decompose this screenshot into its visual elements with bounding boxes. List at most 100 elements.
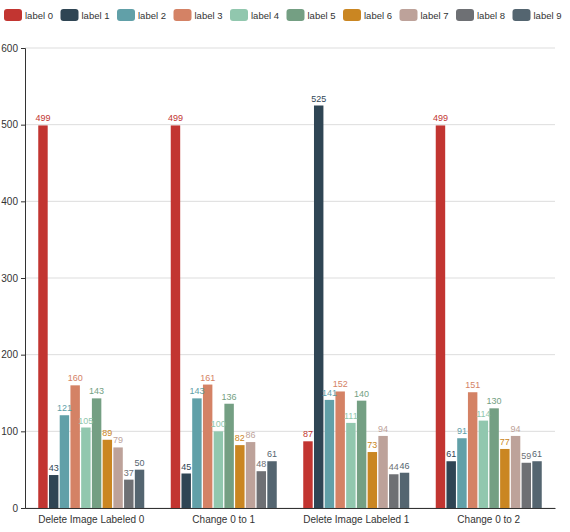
y-tick: 100 [1, 426, 25, 437]
data-label: 37 [124, 468, 134, 478]
y-tick-mark [21, 125, 25, 126]
bar [81, 428, 90, 509]
legend-swatch [117, 9, 135, 21]
bar [479, 421, 488, 508]
x-tick-label: Change 0 to 1 [192, 514, 255, 525]
data-label: 100 [211, 419, 226, 429]
x-tick: Delete Image Labeled 1 [303, 508, 410, 525]
legend-item: label 4 [230, 9, 279, 21]
data-label: 77 [500, 437, 510, 447]
y-tick-label: 600 [1, 43, 18, 54]
bar [103, 440, 112, 508]
y-axis-line [21, 49, 26, 509]
data-label: 79 [113, 435, 123, 445]
data-label: 61 [446, 449, 456, 459]
data-labels: 4994998749943455256112114314191160161152… [35, 94, 542, 478]
data-label: 152 [333, 379, 348, 389]
x-tick-label: Delete Image Labeled 1 [303, 514, 410, 525]
bar [171, 125, 180, 508]
bar [335, 391, 344, 508]
bar [500, 449, 509, 508]
y-tick-mark [21, 431, 25, 432]
legend-label: label 2 [138, 10, 166, 21]
legend-item: label 9 [513, 9, 562, 21]
y-tick-mark [21, 508, 25, 509]
bar [389, 474, 398, 508]
bar [368, 452, 377, 508]
data-label: 86 [246, 430, 256, 440]
legend-label: label 6 [364, 10, 392, 21]
bar [267, 461, 276, 508]
legend-swatch [4, 9, 22, 21]
data-label: 48 [256, 459, 266, 469]
legend-label: label 5 [308, 10, 336, 21]
legend-swatch [174, 9, 192, 21]
data-label: 499 [35, 113, 50, 123]
bar [457, 438, 466, 508]
data-label: 82 [235, 433, 245, 443]
bar [257, 471, 266, 508]
y-tick-label: 500 [1, 119, 18, 130]
legend-item: label 8 [456, 9, 505, 21]
legend-label: label 3 [195, 10, 223, 21]
legend-label: label 8 [477, 10, 505, 21]
bar [511, 436, 520, 508]
legend: label 0 label 1 label 2 label 3 label 4 label… [4, 9, 562, 21]
y-tick-mark [21, 355, 25, 356]
data-label: 45 [181, 462, 191, 472]
chart: 0 100 200 300 400 500 600 Delete Image Labeled … [0, 0, 570, 532]
data-label: 143 [89, 386, 104, 396]
y-tick-mark [21, 48, 25, 49]
legend-swatch [400, 9, 418, 21]
bar [135, 470, 144, 508]
grid-line [25, 48, 555, 49]
bar [357, 401, 366, 508]
bar [446, 461, 455, 508]
y-tick-label: 100 [1, 426, 18, 437]
y-tick: 200 [1, 349, 25, 360]
y-tick-mark [21, 278, 25, 279]
data-label: 136 [222, 392, 237, 402]
y-tick: 500 [1, 119, 25, 130]
data-label: 140 [354, 389, 369, 399]
grid [25, 48, 555, 508]
bar [113, 447, 122, 508]
legend-label: label 1 [82, 10, 110, 21]
bar [400, 473, 409, 508]
data-label: 143 [189, 386, 204, 396]
legend-label: label 9 [534, 10, 562, 21]
legend-label: label 0 [25, 10, 53, 21]
x-tick: Change 0 to 2 [457, 508, 520, 525]
grid-line [25, 124, 555, 125]
legend-label: label 4 [251, 10, 279, 21]
plot: 0 100 200 300 400 500 600 Delete Image Labeled … [1, 43, 555, 525]
data-label: 89 [102, 428, 112, 438]
bar [181, 474, 190, 509]
y-tick-label: 300 [1, 273, 18, 284]
y-tick-label: 0 [12, 503, 18, 514]
data-label: 111 [344, 411, 358, 421]
legend-swatch [513, 9, 531, 21]
data-label: 151 [465, 380, 480, 390]
y-tick: 0 [12, 503, 25, 514]
legend-item: label 0 [4, 9, 53, 21]
y-tick-mark [21, 201, 25, 202]
legend-item: label 3 [174, 9, 223, 21]
bar [325, 400, 334, 508]
x-tick-label: Delete Image Labeled 0 [38, 514, 145, 525]
data-label: 130 [487, 396, 502, 406]
bar [203, 385, 212, 508]
data-label: 499 [168, 113, 183, 123]
bar [192, 398, 201, 508]
data-label: 73 [367, 440, 377, 450]
data-label: 94 [511, 424, 521, 434]
bars [38, 106, 542, 509]
bar [522, 463, 531, 508]
data-label: 59 [521, 451, 531, 461]
data-label: 525 [311, 94, 326, 104]
bar [49, 475, 58, 508]
data-label: 61 [532, 449, 542, 459]
y-tick-label: 400 [1, 196, 18, 207]
legend-swatch [61, 9, 79, 21]
legend-swatch [230, 9, 248, 21]
